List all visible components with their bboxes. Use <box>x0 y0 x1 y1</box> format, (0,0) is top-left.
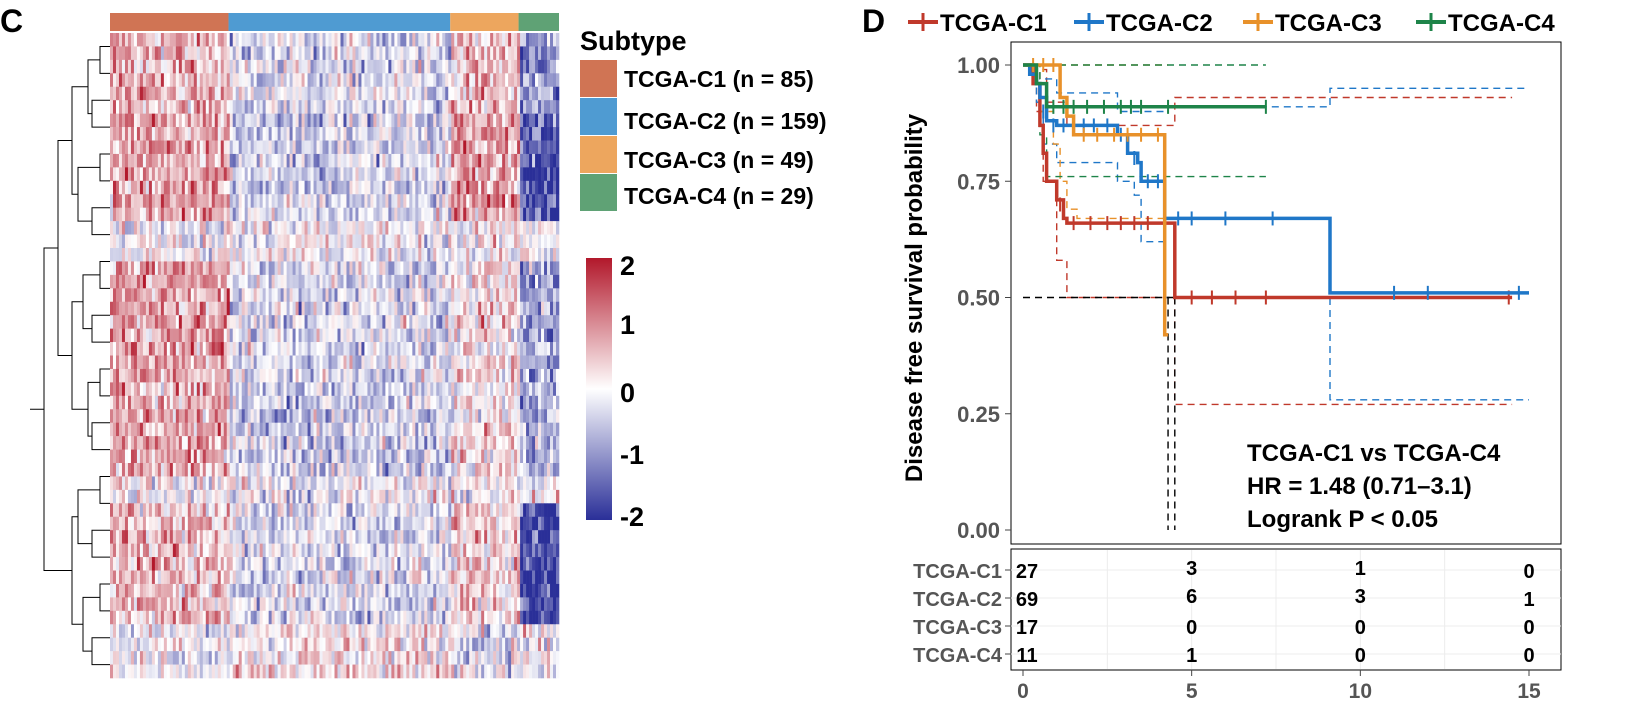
risk-count: 0 <box>1523 645 1534 667</box>
legend-label-c3: TCGA-C3 <box>1275 10 1382 37</box>
colorbar-tick-2: 2 <box>620 251 635 281</box>
annotation-hr: HR = 1.48 (0.71–3.1) <box>1247 473 1472 500</box>
subtype-label-c3: TCGA-C3 (n = 49) <box>624 147 814 173</box>
annotation-segment-c4 <box>518 13 559 31</box>
risk-count: 6 <box>1186 586 1197 608</box>
risk-count: 27 <box>1016 561 1038 583</box>
risk-row-label: TCGA-C3 <box>913 617 1002 639</box>
panel-d-label: D <box>862 3 885 39</box>
risk-row-label: TCGA-C1 <box>913 561 1002 583</box>
y-tick-label: 0.75 <box>957 169 1000 194</box>
y-tick-label: 0.00 <box>957 518 1000 543</box>
risk-count: 3 <box>1186 558 1197 580</box>
hazard-ratio-annotation: TCGA-C1 vs TCGA-C4 HR = 1.48 (0.71–3.1) … <box>1247 440 1501 533</box>
risk-count: 0 <box>1186 617 1197 639</box>
legend-label-c4: TCGA-C4 <box>1448 10 1555 37</box>
subtype-label-c2: TCGA-C2 (n = 159) <box>624 108 827 134</box>
heatmap-colorbar: 2 1 0 -1 -2 <box>586 251 644 532</box>
colorbar-tick-minus1: -1 <box>620 440 644 470</box>
y-tick-label: 0.25 <box>957 402 1000 427</box>
colorbar-tick-1: 1 <box>620 310 635 340</box>
subtype-swatch-c4 <box>580 174 617 211</box>
y-axis: 0.00 0.25 0.50 0.75 1.00 <box>957 53 1011 543</box>
annotation-segment-c3 <box>450 13 519 31</box>
colorbar-tick-0: 0 <box>620 378 635 408</box>
risk-row-label: TCGA-C2 <box>913 589 1002 611</box>
row-dendrogram <box>30 45 110 666</box>
subtype-swatch-c3 <box>580 136 617 173</box>
colorbar-tick-minus2: -2 <box>620 502 644 532</box>
legend-label-c1: TCGA-C1 <box>940 10 1047 37</box>
risk-table-frame <box>1010 548 1562 671</box>
subtype-legend-title: Subtype <box>580 26 687 56</box>
km-curve-c3 <box>1023 63 1169 337</box>
subtype-swatch-c1 <box>580 60 617 97</box>
risk-table: TCGA-C1 27 3 1 0 TCGA-C2 69 6 3 1 TCGA-C3 17 0 0 0 TCGA… <box>913 550 1561 669</box>
risk-count: 1 <box>1186 645 1197 667</box>
legend-label-c2: TCGA-C2 <box>1106 10 1213 37</box>
km-curves <box>1023 58 1529 337</box>
colorbar-gradient <box>586 258 612 520</box>
annotation-logrank: Logrank P < 0.05 <box>1247 506 1438 533</box>
risk-count: 11 <box>1016 645 1037 667</box>
x-tick-label: 5 <box>1186 680 1198 703</box>
risk-count: 1 <box>1355 558 1366 580</box>
risk-count: 1 <box>1523 589 1534 611</box>
risk-count: 69 <box>1016 589 1038 611</box>
risk-count: 0 <box>1355 645 1366 667</box>
risk-count: 0 <box>1523 617 1534 639</box>
subtype-annotation-bar <box>110 13 559 31</box>
risk-count: 0 <box>1355 617 1366 639</box>
annotation-comparison: TCGA-C1 vs TCGA-C4 <box>1247 440 1501 467</box>
x-tick-label: 10 <box>1349 680 1372 703</box>
y-tick-label: 0.50 <box>957 286 1000 311</box>
km-curve-c4 <box>1023 63 1266 109</box>
subtype-legend: Subtype TCGA-C1 (n = 85) TCGA-C2 (n = 15… <box>580 26 827 211</box>
subtype-label-c1: TCGA-C1 (n = 85) <box>624 66 814 92</box>
subtype-label-c4: TCGA-C4 (n = 29) <box>624 183 814 209</box>
risk-row-label: TCGA-C4 <box>913 645 1003 667</box>
y-tick-label: 1.00 <box>957 53 1000 78</box>
expression-heatmap <box>110 33 560 679</box>
x-tick-label: 0 <box>1017 680 1029 703</box>
annotation-segment-c2 <box>228 13 451 31</box>
ci-lower-c3 <box>1023 64 1169 220</box>
x-axis: 0 5 10 15 <box>1017 670 1541 703</box>
y-axis-label: Disease free survival probability <box>901 113 928 482</box>
subtype-swatch-c2 <box>580 98 617 135</box>
risk-count: 3 <box>1355 586 1366 608</box>
risk-count: 0 <box>1523 561 1534 583</box>
x-tick-label: 15 <box>1517 680 1541 703</box>
panel-c-label: C <box>0 3 23 39</box>
risk-count: 17 <box>1016 617 1038 639</box>
annotation-segment-c1 <box>110 13 229 31</box>
km-legend: TCGA-C1 TCGA-C2 TCGA-C3 TCGA-C4 <box>908 10 1555 37</box>
